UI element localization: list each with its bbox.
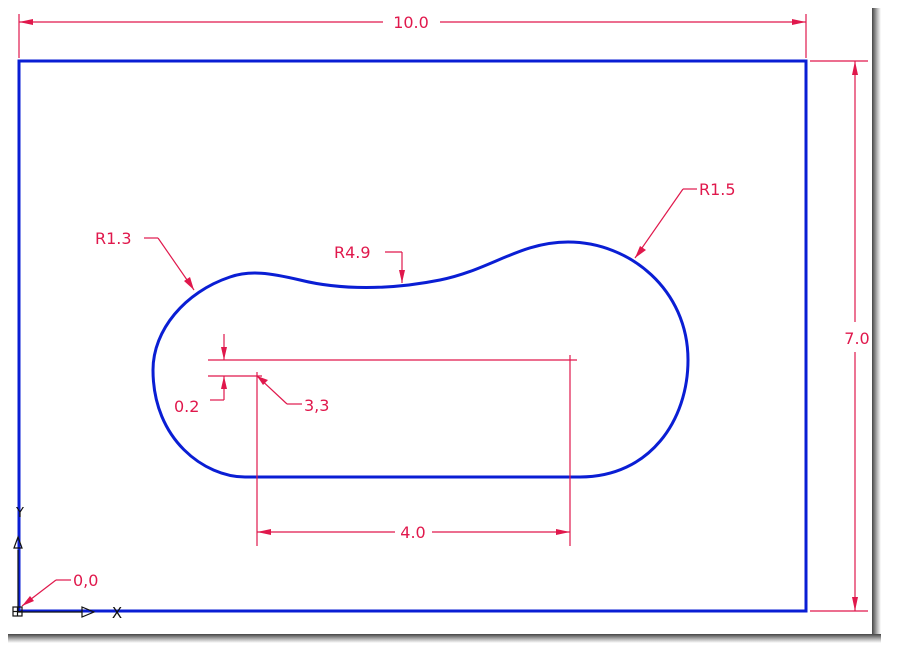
dimension-offset: 0.2 (174, 334, 577, 416)
leader-radius-top: R4.9 (334, 243, 405, 283)
dimension-offset-label: 0.2 (174, 397, 199, 416)
leader-start-point: 3,3 (256, 375, 329, 415)
dimension-slot-length-label: 4.0 (400, 523, 425, 542)
leader-radius-top-label: R4.9 (334, 243, 371, 262)
ucs-y-label: Y (15, 506, 24, 521)
leader-radius-left-label: R1.3 (95, 229, 132, 248)
ucs-icon: Y X (12, 506, 122, 622)
dimension-height-label: 7.0 (844, 329, 869, 348)
leader-origin-label: 0,0 (73, 571, 98, 590)
leader-radius-right: R1.5 (634, 180, 736, 259)
leader-start-point-label: 3,3 (304, 396, 329, 415)
outer-rectangle (17, 59, 808, 613)
drawing-area (0, 0, 872, 634)
dimension-width: 10.0 (18, 13, 807, 58)
dimension-height: 7.0 (810, 60, 870, 612)
ucs-x-label: X (112, 604, 122, 622)
leader-radius-right-label: R1.5 (699, 180, 736, 199)
frame-shadow-bottom (8, 634, 881, 643)
slot-profile (151, 240, 690, 479)
leader-radius-left: R1.3 (95, 229, 195, 291)
dimension-slot-length: 4.0 (256, 355, 571, 546)
frame-shadow-right (872, 8, 881, 642)
dimension-width-label: 10.0 (393, 13, 429, 32)
leader-origin: 0,0 (21, 571, 98, 607)
